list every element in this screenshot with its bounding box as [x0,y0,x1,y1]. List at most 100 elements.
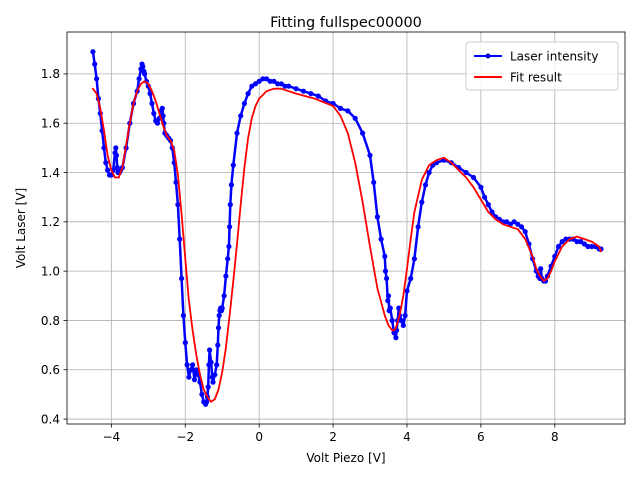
data-point-laser-intensity [208,359,214,365]
data-point-laser-intensity [538,266,544,272]
data-point-laser-intensity [511,219,517,225]
data-point-laser-intensity [337,105,344,111]
data-point-laser-intensity [585,243,591,250]
data-point-laser-intensity [382,253,388,259]
data-point-laser-intensity [398,317,404,324]
axis-ticks: −4 −2 0 2 4 6 8 0.4 0.6 0.8 1.0 1.2 1.4 1.6 1.8 [41,67,559,444]
chart-title: Fitting fullspec00000 [270,15,422,31]
data-point-laser-intensity [245,91,251,97]
data-point-laser-intensity [188,367,194,373]
x-tick-label: 2 [329,430,337,444]
data-point-laser-intensity [212,372,218,378]
data-point-laser-intensity [408,275,414,282]
data-point-laser-intensity [282,83,288,89]
data-point-laser-intensity [419,199,425,205]
x-tick-label: 4 [403,430,411,444]
y-tick-label: 1.0 [41,264,60,278]
data-point-laser-intensity [426,169,432,176]
data-point-laser-intensity [522,229,528,235]
y-tick-label: 0.4 [41,412,60,426]
data-point-laser-intensity [389,317,395,324]
data-point-laser-intensity [207,347,213,353]
data-point-laser-intensity [371,179,377,185]
data-point-laser-intensity [90,49,96,55]
data-point-laser-intensity [214,362,220,368]
data-point-laser-intensity [249,83,255,89]
data-point-laser-intensity [308,91,314,97]
data-point-laser-intensity [216,312,222,319]
data-point-laser-intensity [367,152,373,158]
data-point-laser-intensity [94,76,100,82]
data-point-laser-intensity [385,298,391,304]
data-point-laser-intensity [345,108,351,114]
data-point-laser-intensity [92,61,98,67]
data-point-laser-intensity [555,243,562,250]
data-point-laser-intensity [263,76,270,82]
data-point-laser-intensity [589,243,595,250]
data-point-laser-intensity [478,184,484,190]
data-point-laser-intensity [234,130,240,136]
y-axis-label: Volt Laser [V] [14,188,28,268]
x-tick-label: 0 [255,430,263,444]
data-point-laser-intensity [103,160,109,166]
grid-lines [67,32,625,424]
data-point-laser-intensity [402,312,408,319]
data-point-laser-intensity [147,91,153,97]
data-point-laser-intensity [215,342,221,348]
data-point-laser-intensity [315,93,321,99]
data-point-laser-intensity [415,224,421,230]
data-point-laser-intensity [578,239,584,245]
data-point-laser-intensity [205,384,211,390]
x-tick-label: 6 [477,430,485,444]
data-point-laser-intensity [199,391,205,397]
data-point-laser-intensity [271,78,277,84]
y-tick-label: 1.2 [41,215,60,229]
data-point-laser-intensity [470,174,477,181]
legend-marker-laser-intensity [485,53,491,59]
data-point-laser-intensity [387,305,393,311]
legend-label-laser-intensity: Laser intensity [510,50,598,64]
data-point-laser-intensity [230,162,236,168]
data-point-laser-intensity [193,367,199,373]
data-point-laser-intensity [518,224,525,230]
data-point-laser-intensity [238,113,244,119]
data-point-laser-intensity [300,88,307,94]
data-point-laser-intensity [411,256,417,262]
data-point-laser-intensity [227,224,233,230]
x-axis-label: Volt Piezo [V] [306,451,385,465]
data-point-laser-intensity [226,243,232,250]
data-point-laser-intensity [191,377,198,383]
data-point-laser-intensity [204,399,210,405]
data-point-laser-intensity [360,130,366,136]
data-point-laser-intensity [463,169,469,176]
data-point-laser-intensity [219,305,225,311]
data-point-laser-intensity [404,288,410,294]
data-point-laser-intensity [215,325,222,331]
y-tick-label: 0.8 [41,314,60,328]
data-point-laser-intensity [136,76,142,82]
data-point-laser-intensity [384,275,390,282]
data-point-laser-intensity [223,273,229,279]
data-point-laser-intensity [385,293,392,299]
data-point-laser-intensity [149,100,155,107]
y-tick-label: 0.6 [41,363,60,377]
data-point-laser-intensity [175,202,181,208]
data-point-laser-intensity [142,71,148,77]
data-point-laser-intensity [151,110,157,116]
y-tick-label: 1.6 [41,117,60,131]
x-tick-label: −2 [176,430,194,444]
data-point-laser-intensity [113,152,120,158]
legend-box [465,41,619,91]
data-point-laser-intensity [113,145,119,151]
data-point-laser-intensity [180,312,186,319]
data-point-laser-intensity [260,76,266,82]
data-point-laser-intensity [275,81,281,87]
x-tick-label: −4 [102,430,120,444]
data-point-laser-intensity [186,374,192,380]
data-point-laser-intensity [210,379,216,385]
legend: Laser intensity Fit result [465,41,619,91]
data-point-laser-intensity [101,145,107,151]
data-point-laser-intensity [177,236,183,242]
data-point-laser-intensity [382,268,389,274]
data-point-laser-intensity [374,214,380,220]
